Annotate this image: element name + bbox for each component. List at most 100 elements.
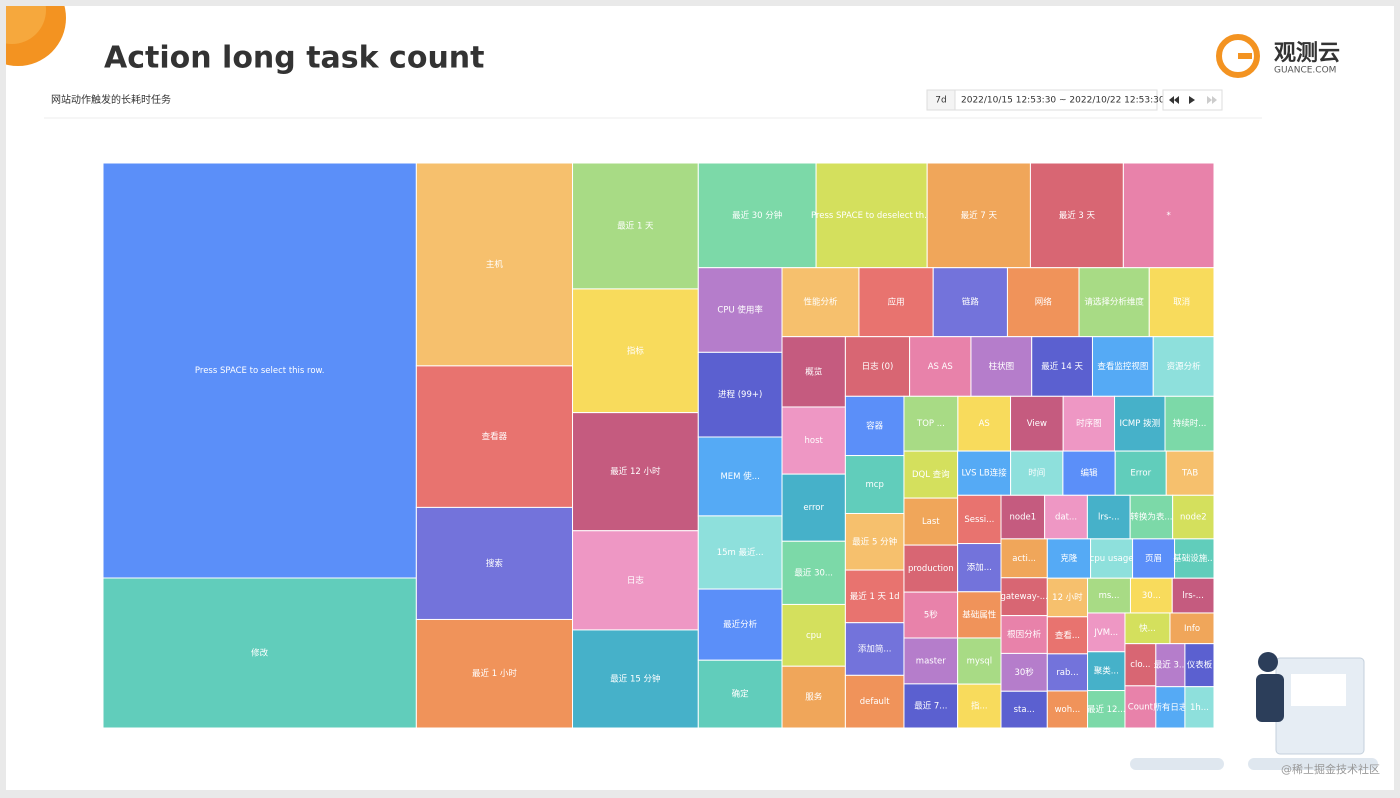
treemap-cell	[1046, 538, 1092, 579]
treemap-cell	[844, 512, 905, 571]
cell-label: 编辑	[1081, 468, 1099, 479]
treemap-cell	[781, 665, 846, 729]
treemap-cell	[903, 637, 959, 685]
treemap-cell	[781, 267, 860, 338]
logo-domain: GUANCE.COM	[1274, 66, 1336, 76]
treemap-cell	[1124, 612, 1171, 645]
cell-label: 性能分析	[803, 297, 838, 308]
cell-label: cpu usage	[1090, 554, 1134, 564]
treemap-cell	[957, 543, 1002, 593]
slide: Action long task count 观测云 GUANCE.COM 网站…	[6, 6, 1394, 790]
cell-label: 12 小时	[1052, 592, 1083, 603]
cell-label: woh...	[1055, 705, 1081, 715]
cell-label: JVM...	[1093, 628, 1118, 638]
treemap-cell	[572, 412, 699, 532]
chart-subtitle: 网站动作触发的长耗时任务	[51, 93, 171, 106]
treemap-cell	[697, 267, 783, 353]
cell-label: 30...	[1142, 591, 1161, 601]
time-preset[interactable]: 7d	[935, 96, 946, 106]
decor-circle	[6, 6, 46, 44]
treemap-cell	[844, 674, 905, 729]
treemap-cell	[572, 288, 699, 414]
cell-label: 日志	[627, 575, 645, 586]
treemap-cell	[1086, 494, 1131, 540]
cell-label: 基础设施...	[1173, 553, 1215, 564]
treemap-cell	[1000, 577, 1048, 617]
cell-label: 最近 7 天	[961, 210, 998, 221]
cell-label: lrs-...	[1098, 513, 1119, 523]
treemap-cell	[572, 530, 699, 631]
logo: 观测云 GUANCE.COM	[1216, 34, 1340, 78]
cell-label: mysql	[967, 657, 993, 667]
treemap-cell	[844, 455, 905, 514]
cell-label: 30秒	[1014, 667, 1034, 678]
cell-label: 网络	[1035, 297, 1053, 308]
treemap-cell	[1031, 336, 1093, 397]
cell-label: mcp	[865, 480, 883, 490]
cell-label: 应用	[888, 297, 905, 308]
treemap-cell	[697, 162, 817, 269]
treemap-cell	[1090, 538, 1134, 579]
cell-label: View	[1027, 419, 1047, 429]
cell-label: 最近 5 分钟	[852, 536, 897, 547]
treemap-cell	[572, 629, 699, 729]
treemap-cell	[1000, 652, 1048, 692]
cell-label: 仪表板	[1187, 660, 1213, 671]
treemap-cell	[1184, 686, 1215, 729]
treemap-cell	[697, 515, 783, 590]
treemap-cell	[1044, 494, 1088, 540]
treemap-cell	[903, 544, 959, 593]
treemap-cell	[697, 351, 783, 438]
time-controls[interactable]	[1162, 89, 1223, 111]
watermark: @稀土掘金技术社区	[1281, 762, 1380, 776]
cell-label: 添加...	[967, 562, 992, 573]
cell-label: MEM 使...	[720, 471, 759, 482]
cell-label: Last	[922, 517, 940, 527]
cell-label: 进程 (99+)	[718, 390, 762, 400]
treemap-cell	[1029, 162, 1124, 269]
cell-label: 最近 1 天 1d	[850, 591, 900, 602]
treemap-cell	[1046, 616, 1089, 655]
treemap-cell	[1148, 267, 1215, 338]
treemap-cell	[1169, 612, 1215, 645]
cell-label: 服务	[805, 692, 823, 703]
treemap-cell	[1062, 395, 1116, 452]
cell-label: 柱状图	[989, 361, 1015, 372]
cell-label: 15m 最近...	[717, 547, 764, 558]
cell-label: Info	[1184, 624, 1200, 634]
treemap-cell	[1087, 612, 1126, 653]
cell-label: gateway-...	[1000, 592, 1047, 602]
cell-label: Count	[1128, 702, 1154, 712]
cell-label: ms...	[1099, 591, 1120, 601]
cell-label: 最近 30 分钟	[732, 210, 782, 221]
cell-label: 最近 7...	[914, 700, 947, 711]
treemap-cell	[1171, 577, 1215, 614]
cell-label: 查看...	[1055, 630, 1080, 641]
cell-label: 查看器	[482, 431, 508, 442]
treemap-cell	[903, 497, 959, 546]
treemap-cell	[1087, 577, 1131, 614]
cell-label: ICMP 拨测	[1119, 418, 1160, 429]
treemap-cell	[1000, 538, 1048, 579]
cell-label: error	[803, 503, 824, 513]
cell-label: 时间	[1028, 468, 1045, 479]
cell-label: 概览	[805, 366, 822, 377]
treemap-cell	[1078, 267, 1150, 338]
cell-label: 查看监控视图	[1097, 361, 1148, 372]
time-preset-box[interactable]	[926, 89, 956, 111]
treemap-cell	[1129, 577, 1173, 614]
treemap-cell	[903, 395, 959, 452]
cell-label: 主机	[486, 259, 504, 270]
treemap-cell	[926, 162, 1031, 269]
cell-label: Press SPACE to deselect th...	[811, 211, 932, 221]
cell-label: CPU 使用率	[717, 305, 763, 316]
time-range[interactable]: 2022/10/15 12:53:30 ~ 2022/10/22 12:53:3…	[961, 96, 1165, 106]
cell-label: 确定	[732, 689, 750, 700]
cell-label: TAB	[1181, 469, 1198, 479]
treemap-cell	[781, 336, 846, 408]
cell-label: 容器	[866, 420, 884, 431]
cell-label: host	[805, 436, 824, 446]
cell-label: clo...	[1130, 660, 1150, 670]
treemap-cell	[415, 162, 574, 367]
cell-label: Sessi...	[964, 515, 994, 525]
